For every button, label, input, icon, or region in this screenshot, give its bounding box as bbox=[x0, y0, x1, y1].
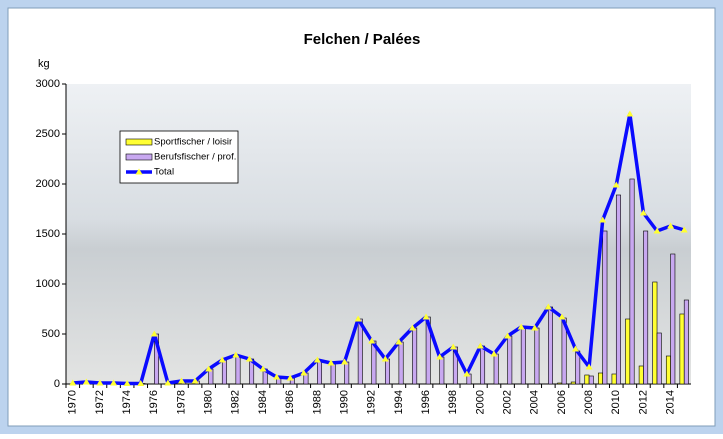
bar bbox=[385, 359, 389, 384]
bar bbox=[626, 319, 630, 384]
y-tick-label: 2500 bbox=[36, 128, 60, 140]
bar bbox=[639, 366, 643, 384]
legend-swatch bbox=[126, 154, 152, 160]
x-tick-label: 1988 bbox=[311, 390, 323, 414]
y-tick-label: 0 bbox=[54, 378, 60, 390]
y-tick-label: 1500 bbox=[36, 228, 60, 240]
y-tick-label: 2000 bbox=[36, 178, 60, 190]
bar bbox=[399, 342, 403, 384]
bar bbox=[643, 231, 647, 384]
y-tick-label: 1000 bbox=[36, 278, 60, 290]
x-tick-label: 1976 bbox=[148, 390, 160, 414]
bar bbox=[508, 336, 512, 384]
bar bbox=[331, 363, 335, 384]
legend-swatch bbox=[126, 139, 152, 145]
bar bbox=[222, 360, 226, 384]
y-axis-label: kg bbox=[38, 58, 50, 70]
bar bbox=[480, 346, 484, 384]
x-tick-label: 2006 bbox=[556, 390, 568, 414]
x-tick-label: 1980 bbox=[203, 390, 215, 414]
x-tick-label: 2010 bbox=[610, 390, 622, 414]
x-tick-label: 1978 bbox=[175, 390, 187, 414]
x-tick-label: 2012 bbox=[637, 390, 649, 414]
x-tick-label: 1970 bbox=[67, 390, 79, 414]
bar bbox=[589, 376, 593, 384]
bar bbox=[535, 328, 539, 384]
bar bbox=[616, 195, 620, 384]
x-tick-label: 1996 bbox=[420, 390, 432, 414]
bar bbox=[494, 354, 498, 384]
x-tick-label: 1990 bbox=[338, 390, 350, 414]
x-tick-label: 1982 bbox=[230, 390, 242, 414]
bar bbox=[657, 333, 661, 384]
chart-title: Felchen / Palées bbox=[304, 31, 421, 48]
bar bbox=[317, 360, 321, 384]
x-tick-label: 1984 bbox=[257, 390, 269, 414]
bar bbox=[598, 373, 602, 384]
bar bbox=[236, 355, 240, 384]
bar bbox=[440, 357, 444, 384]
x-tick-label: 2004 bbox=[529, 390, 541, 414]
bar bbox=[684, 300, 688, 384]
x-tick-label: 1992 bbox=[366, 390, 378, 414]
x-tick-label: 1986 bbox=[284, 390, 296, 414]
bar bbox=[653, 282, 657, 384]
x-tick-label: 1998 bbox=[447, 390, 459, 414]
bar bbox=[666, 356, 670, 384]
bar bbox=[358, 319, 362, 384]
x-tick-label: 2000 bbox=[474, 390, 486, 414]
y-tick-label: 500 bbox=[42, 328, 60, 340]
legend-label: Berufsfischer / prof. bbox=[154, 152, 236, 163]
bar bbox=[680, 314, 684, 384]
legend-label: Total bbox=[154, 167, 174, 178]
bar bbox=[345, 362, 349, 384]
bar bbox=[671, 254, 675, 384]
x-tick-label: 2008 bbox=[583, 390, 595, 414]
x-tick-label: 1972 bbox=[94, 390, 106, 414]
bar bbox=[603, 231, 607, 384]
bar bbox=[571, 382, 575, 384]
x-tick-label: 2014 bbox=[665, 390, 677, 414]
chart: Felchen / Palées kg 0 500 1000 1500 2000 2500… bbox=[0, 0, 723, 434]
bar bbox=[521, 327, 525, 384]
bar bbox=[585, 375, 589, 384]
legend-label: Sportfischer / loisir bbox=[154, 137, 232, 148]
bar bbox=[412, 328, 416, 384]
bar bbox=[630, 179, 634, 384]
bar bbox=[558, 383, 562, 384]
y-tick-label: 3000 bbox=[36, 78, 60, 90]
x-tick-label: 2002 bbox=[501, 390, 513, 414]
plot-background bbox=[66, 84, 691, 384]
x-tick-label: 1974 bbox=[121, 390, 133, 414]
bar bbox=[548, 307, 552, 384]
bar bbox=[612, 374, 616, 384]
x-tick-label: 1994 bbox=[393, 390, 405, 414]
